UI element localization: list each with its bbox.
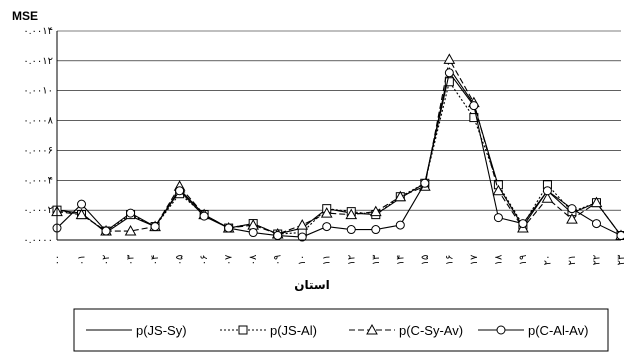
x-tick-label: ۰۲: [101, 255, 112, 266]
data-point-circle: [395, 220, 405, 230]
y-tick-label: ۰.۰۰۱۰: [23, 86, 53, 97]
x-tick-label: ۰۰: [52, 255, 63, 266]
x-tick-label: ۱۳: [371, 254, 382, 265]
data-point-triangle: [366, 323, 378, 335]
data-point-triangle: [492, 184, 505, 196]
x-tick-label: ۲۳: [616, 254, 624, 265]
legend-item: p(C-Sy-Av): [349, 323, 463, 338]
data-point-circle: [346, 225, 356, 235]
data-point-square: [469, 113, 479, 123]
x-tick-label: ۱۵: [420, 255, 431, 266]
data-point-circle: [420, 178, 430, 188]
y-tick-label: ۰.۰۰۱۴: [23, 26, 53, 37]
x-tick-label: ۲۰: [542, 255, 553, 266]
data-point-triangle: [369, 205, 382, 217]
data-point-circle: [101, 226, 111, 236]
x-tick-label: ۲۲: [591, 255, 602, 266]
legend-label: p(C-Sy-Av): [399, 323, 463, 338]
legend-item: p(JS-Sy): [86, 323, 187, 338]
series-1: [52, 77, 624, 241]
data-point-triangle: [124, 225, 137, 236]
data-point-circle: [297, 232, 307, 242]
legend-item: p(C-Al-Av): [478, 323, 588, 338]
gridlines: [57, 30, 621, 211]
y-tick-label: ۰.۰۰۰۰: [23, 235, 53, 246]
x-tick-label: ۰۸: [248, 254, 259, 265]
data-point-circle: [371, 225, 381, 235]
data-point-circle: [567, 204, 577, 214]
y-tick-labels: ۰.۰۰۰۰ ۰.۰۰۰۲ ۰.۰۰۰۴ ۰.۰۰۰۶ ۰.۰۰۰۸ ۰.۰۰۱۰ ۰.۰۰…: [23, 26, 53, 246]
data-point-circle: [444, 68, 454, 78]
data-point-circle: [493, 213, 503, 223]
data-point-triangle: [394, 190, 407, 202]
x-tick-label: ۰۵: [175, 255, 186, 266]
data-point-triangle: [320, 207, 333, 218]
data-point-circle: [248, 228, 258, 238]
x-tick-labels: ۰۰ ۰۱ ۰۲ ۰۳ ۰۴ ۰۵ ۰۶ ۰۷ ۰۸ ۰۹ ۱۰ ۱۱ ۱۲ ۱۳ ۱۴ ۱۵ ۱۶ ۱۷ ۱۸ ۱۹…: [52, 254, 624, 265]
x-tick-label: ۱۱: [322, 255, 333, 266]
legend-label: p(JS-Sy): [136, 323, 187, 338]
data-point-circle: [273, 231, 283, 241]
series-3: [52, 68, 624, 242]
x-tick-label: ۰۳: [126, 254, 137, 265]
data-point-triangle: [590, 196, 603, 208]
data-point-triangle: [443, 53, 456, 64]
y-tick-label: ۰.۰۰۰۲: [23, 205, 53, 216]
legend-label: p(C-Al-Av): [528, 323, 588, 338]
x-axis-title: استان: [294, 278, 330, 292]
y-axis-title: MSE: [12, 9, 38, 23]
x-tick-label: ۰۷: [224, 254, 235, 265]
x-tick-label: ۱۰: [297, 255, 308, 266]
series-line: [56, 57, 622, 236]
data-point-circle: [542, 186, 552, 196]
data-point-circle: [224, 223, 234, 233]
data-point-triangle: [296, 219, 309, 230]
y-tick-label: ۰.۰۰۱۲: [23, 56, 53, 67]
data-point-triangle: [566, 213, 578, 224]
data-point-triangle: [75, 208, 88, 220]
x-tick-label: ۱۹: [518, 255, 529, 266]
data-point-triangle: [345, 208, 358, 220]
series-2: [51, 53, 624, 241]
x-tick-label: ۰۹: [273, 255, 284, 266]
data-point-circle: [496, 325, 506, 335]
y-tick-label: ۰.۰۰۰۸: [23, 116, 53, 127]
data-point-circle: [322, 222, 332, 232]
y-tick-label: ۰.۰۰۰۶: [23, 145, 53, 156]
series-group: [51, 53, 624, 242]
series-line: [56, 71, 622, 238]
legend-label: p(JS-Al): [270, 323, 317, 338]
data-point-circle: [126, 208, 136, 218]
x-tick-label: ۱۴: [395, 255, 406, 266]
data-point-circle: [616, 231, 624, 241]
data-point-circle: [175, 186, 185, 196]
data-point-circle: [591, 219, 601, 229]
x-tick-label: ۱۷: [469, 254, 480, 265]
data-point-circle: [77, 199, 87, 209]
data-point-circle: [469, 101, 479, 111]
x-tick-label: ۱۲: [346, 255, 357, 266]
data-point-circle: [518, 219, 528, 229]
x-tick-label: ۱۸: [493, 254, 504, 265]
x-tick-label: ۲۱: [567, 255, 578, 266]
data-point-circle: [199, 211, 209, 221]
data-point-triangle: [541, 192, 554, 203]
legend: p(JS-Sy) p(JS-Al) p(C-Sy-Av) p(C-Al-Av): [86, 323, 588, 338]
x-tick-label: ۰۱: [77, 255, 88, 266]
x-tick-label: ۰۴: [150, 255, 161, 266]
data-point-square: [238, 325, 248, 335]
y-tick-label: ۰.۰۰۰۴: [23, 175, 53, 186]
data-point-circle: [150, 222, 160, 232]
x-tick-label: ۱۶: [444, 255, 455, 266]
legend-item: p(JS-Al): [220, 323, 317, 338]
x-tick-label: ۰۶: [199, 255, 210, 266]
